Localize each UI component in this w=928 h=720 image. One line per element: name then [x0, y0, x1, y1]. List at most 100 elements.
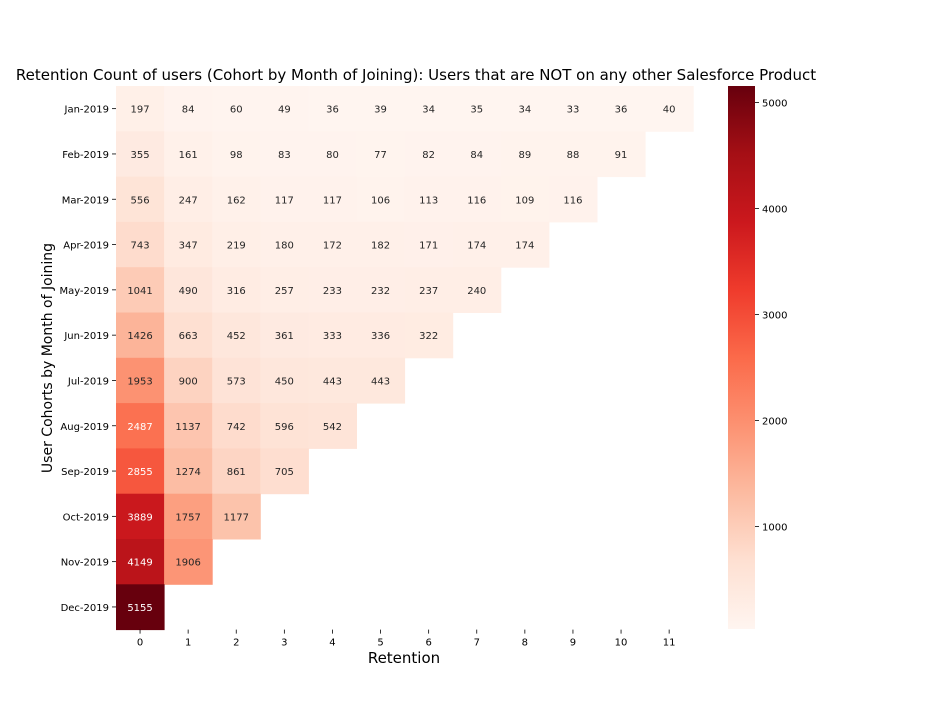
cell-value-label: 113 [419, 195, 438, 206]
colorbar: 1000 2000 3000 4000 5000 [728, 86, 787, 629]
heatmap-cell [356, 131, 406, 178]
cell-value-label: 117 [323, 195, 342, 206]
colorbar-tick-label: 5000 [762, 98, 787, 109]
heatmap-cell [116, 176, 165, 223]
cell-value-label: 450 [275, 376, 294, 387]
heatmap-cell [212, 267, 261, 313]
cell-value-label: 60 [230, 105, 243, 116]
heatmap-cell [116, 403, 165, 449]
y-tick-label: Jul-2019 [67, 376, 109, 387]
heatmap-cell [212, 493, 261, 540]
heatmap-cell [260, 403, 309, 449]
heatmap-cell [548, 86, 598, 132]
cell-value-label: 743 [131, 241, 150, 252]
heatmap-cell [404, 131, 454, 178]
y-tick-label: Aug-2019 [60, 422, 109, 433]
cell-value-label: 237 [419, 286, 438, 297]
cell-value-label: 443 [323, 376, 342, 387]
heatmap-cell [308, 312, 357, 359]
heatmap-cell [164, 539, 213, 585]
heatmap-cell [452, 221, 502, 268]
cell-value-label: 172 [323, 241, 342, 252]
heatmap-cell [260, 448, 309, 495]
y-axis-label: User Cohorts by Month of Joining [40, 243, 56, 473]
cell-value-label: 84 [470, 150, 483, 161]
y-tick-label: Oct-2019 [63, 512, 109, 523]
cell-value-label: 573 [227, 376, 246, 387]
y-axis: Jan-2019 Feb-2019 Mar-2019 Apr-2019 May-2019… [59, 105, 116, 614]
cell-value-label: 174 [467, 241, 486, 252]
heatmap-cell [116, 267, 165, 313]
cell-value-label: 36 [326, 105, 339, 116]
cell-value-label: 322 [419, 331, 438, 342]
heatmap-cell [164, 221, 213, 268]
heatmap-cell [308, 131, 357, 178]
x-tick-label: 11 [663, 638, 676, 649]
heatmap-cell [116, 312, 165, 359]
heatmap-cell [356, 221, 406, 268]
y-tick-label: May-2019 [59, 286, 109, 297]
cell-value-label: 361 [275, 331, 294, 342]
y-tick-label: Jan-2019 [64, 105, 109, 116]
x-tick-label: 5 [377, 638, 383, 649]
cell-value-label: 1041 [127, 286, 152, 297]
heatmap-cell [500, 221, 550, 268]
y-tick-label: Nov-2019 [61, 558, 109, 569]
cell-value-label: 663 [179, 331, 198, 342]
cell-value-label: 1426 [127, 331, 152, 342]
heatmap-cells: 197 84 60 49 36 39 34 35 34 33 36 40 355 161 98 83 80 77 8… [116, 86, 694, 631]
heatmap-cell [260, 176, 309, 223]
heatmap-cell [212, 357, 261, 404]
heatmap-cell [597, 86, 646, 132]
heatmap-cell [645, 86, 694, 132]
cell-value-label: 900 [179, 376, 198, 387]
cell-value-label: 542 [323, 422, 342, 433]
cell-value-label: 1953 [127, 376, 152, 387]
cell-value-label: 49 [278, 105, 291, 116]
x-tick-label: 4 [329, 638, 335, 649]
cell-value-label: 40 [663, 105, 676, 116]
cell-value-label: 39 [374, 105, 387, 116]
cell-value-label: 36 [615, 105, 628, 116]
cell-value-label: 1906 [175, 558, 200, 569]
cell-value-label: 247 [179, 195, 198, 206]
cell-value-label: 77 [374, 150, 387, 161]
heatmap-cell [212, 131, 261, 178]
cell-value-label: 162 [227, 195, 246, 206]
cell-value-label: 197 [131, 105, 150, 116]
cell-value-label: 443 [371, 376, 390, 387]
x-tick-label: 10 [615, 638, 628, 649]
y-tick-label: Feb-2019 [62, 150, 109, 161]
y-tick-label: Jun-2019 [63, 331, 109, 342]
cell-value-label: 490 [179, 286, 198, 297]
cell-value-label: 33 [567, 105, 580, 116]
heatmap-cell [356, 312, 406, 359]
x-axis-label: Retention [368, 649, 440, 667]
cell-value-label: 4149 [127, 558, 152, 569]
cell-value-label: 219 [227, 241, 246, 252]
colorbar-tick-label: 1000 [762, 522, 787, 533]
cell-value-label: 5155 [127, 603, 152, 614]
heatmap-cell [356, 357, 406, 404]
heatmap-cell [500, 176, 550, 223]
heatmap-cell [116, 221, 165, 268]
cell-value-label: 182 [371, 241, 390, 252]
heatmap-cell [164, 312, 213, 359]
heatmap-cell [212, 86, 261, 132]
heatmap-cell [597, 131, 646, 178]
cell-value-label: 180 [275, 241, 294, 252]
cell-value-label: 116 [467, 195, 486, 206]
cell-value-label: 452 [227, 331, 246, 342]
heatmap-cell [308, 221, 357, 268]
cell-value-label: 80 [326, 150, 339, 161]
cell-value-label: 98 [230, 150, 243, 161]
cell-value-label: 1137 [175, 422, 200, 433]
heatmap-cell [116, 448, 165, 495]
cell-value-label: 83 [278, 150, 291, 161]
x-axis: 0 1 2 3 4 5 6 7 8 9 10 11 [137, 629, 676, 649]
chart-title: Retention Count of users (Cohort by Mont… [16, 66, 816, 84]
heatmap-cell [116, 131, 165, 178]
heatmap-cell [164, 357, 213, 404]
cell-value-label: 861 [227, 467, 246, 478]
cell-value-label: 34 [518, 105, 531, 116]
